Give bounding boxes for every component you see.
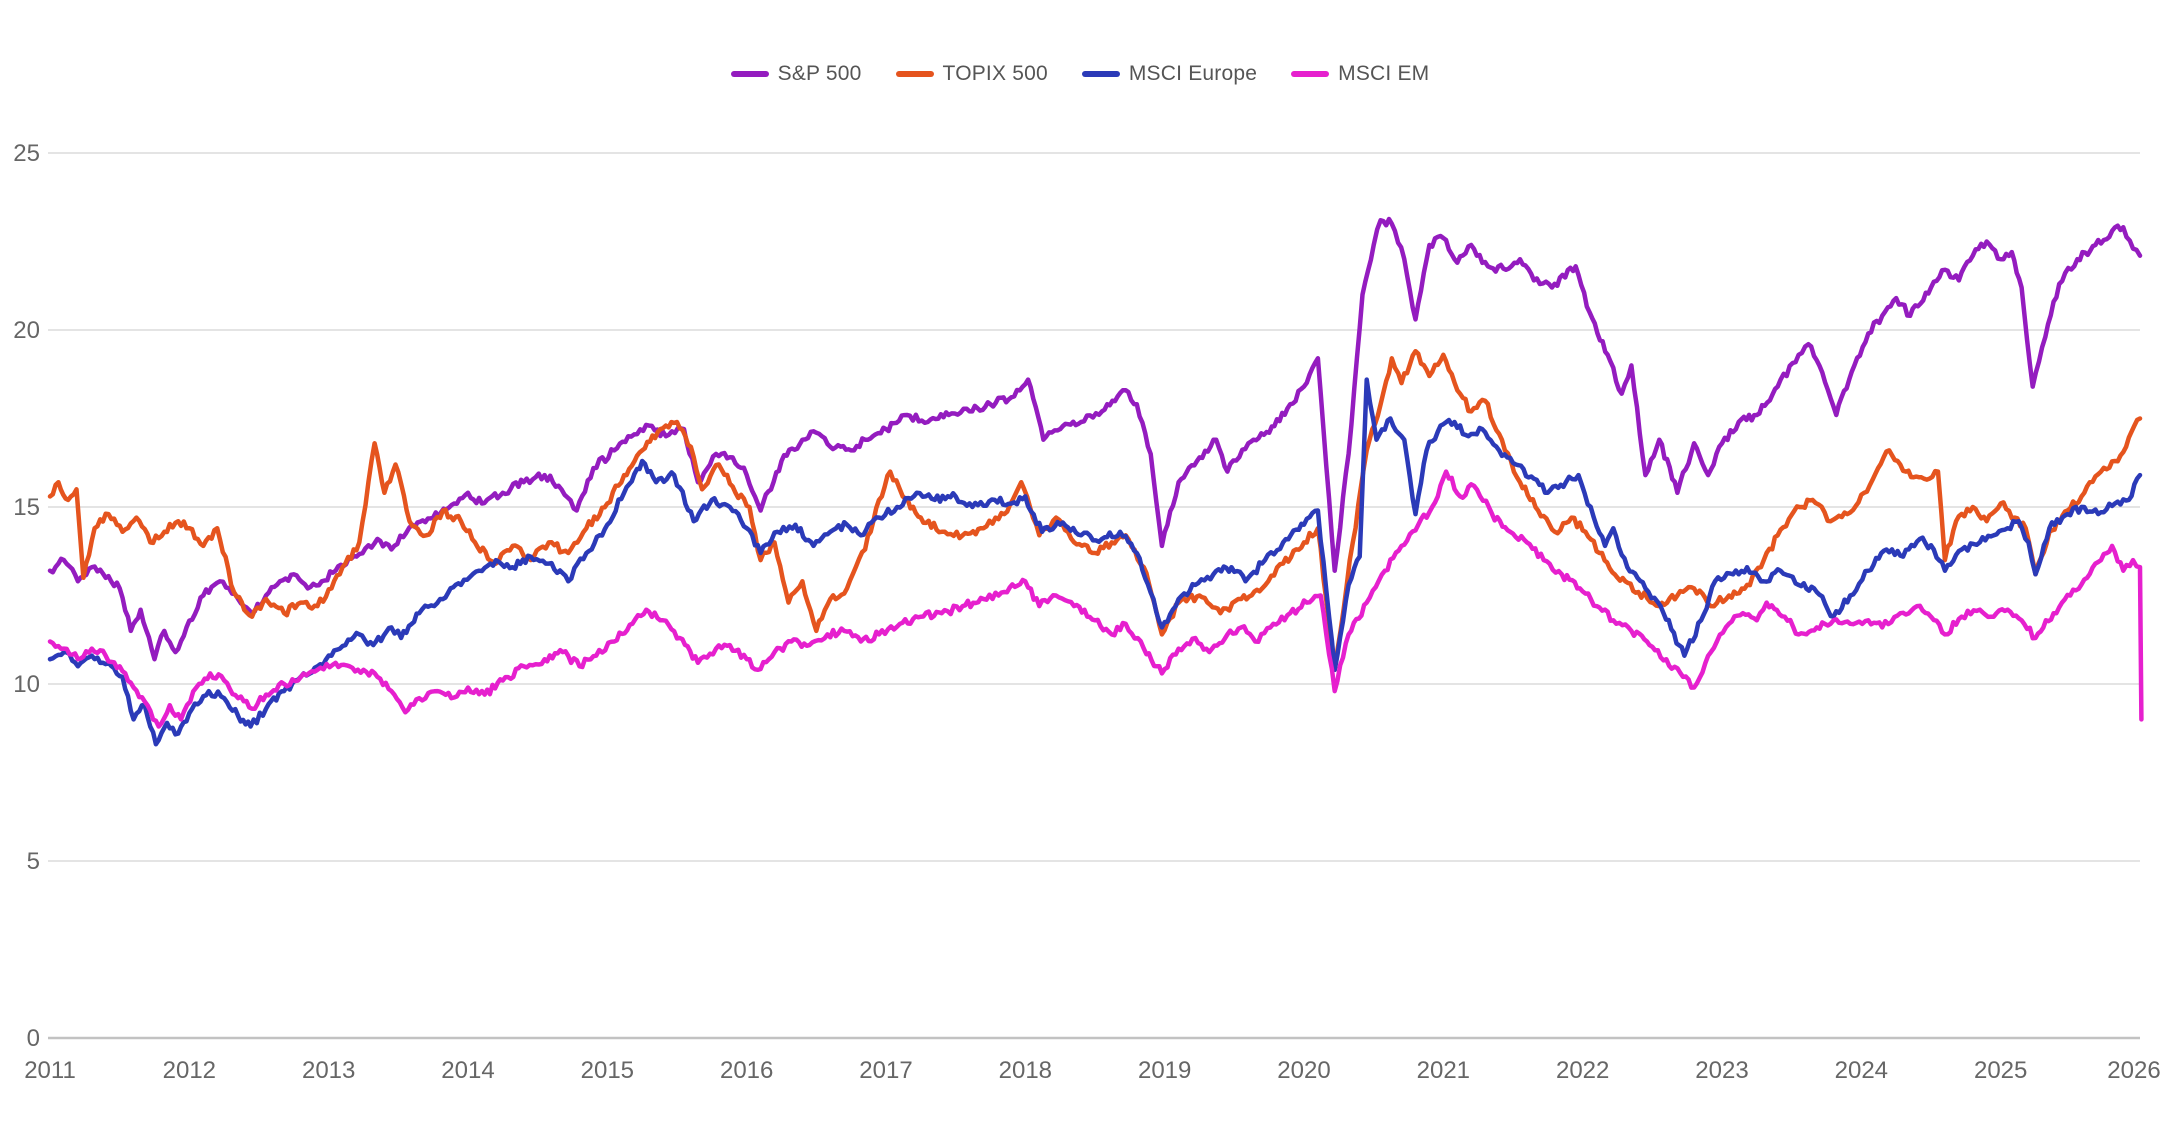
x-tick-label: 2015 bbox=[581, 1057, 634, 1084]
legend-item-msci-em[interactable]: MSCI EM bbox=[1291, 62, 1429, 86]
legend-item-msci-europe[interactable]: MSCI Europe bbox=[1081, 62, 1258, 86]
y-tick-label: 15 bbox=[13, 494, 40, 521]
legend-swatch-sp500-icon bbox=[730, 71, 769, 77]
y-tick-label: 0 bbox=[27, 1025, 40, 1052]
legend-swatch-topix500-icon bbox=[895, 71, 934, 77]
x-tick-label: 2019 bbox=[1138, 1057, 1191, 1084]
legend-label-msci-europe: MSCI Europe bbox=[1128, 62, 1258, 85]
legend-label-msci-em: MSCI EM bbox=[1338, 62, 1430, 85]
legend-label-sp500: S&P 500 bbox=[777, 62, 862, 85]
series-line-sp500 bbox=[47, 216, 2143, 662]
x-tick-label: 2023 bbox=[1695, 1057, 1748, 1084]
x-tick-label: 2012 bbox=[163, 1057, 216, 1084]
x-tick-label: 2016 bbox=[720, 1057, 773, 1084]
x-tick-label: 2024 bbox=[1835, 1057, 1888, 1084]
x-tick-label: 2014 bbox=[441, 1057, 494, 1084]
legend-item-topix500[interactable]: TOPIX 500 bbox=[895, 62, 1048, 86]
chart-legend: S&P 500 TOPIX 500 MSCI Europe MSCI EM bbox=[0, 62, 2160, 86]
y-tick-label: 25 bbox=[13, 140, 40, 167]
x-tick-label: 2021 bbox=[1417, 1057, 1470, 1084]
legend-swatch-msci-em-icon bbox=[1291, 71, 1330, 77]
y-tick-label: 20 bbox=[13, 317, 40, 344]
x-tick-label: 2026 bbox=[2107, 1057, 2160, 1084]
x-tick-label: 2025 bbox=[1974, 1057, 2027, 1084]
x-tick-label: 2022 bbox=[1556, 1057, 1609, 1084]
series-line-msci_europe bbox=[47, 377, 2143, 747]
legend-item-sp500[interactable]: S&P 500 bbox=[730, 62, 862, 86]
legend-swatch-msci-europe-icon bbox=[1081, 71, 1120, 77]
x-tick-label: 2011 bbox=[24, 1057, 76, 1084]
x-tick-label: 2018 bbox=[999, 1057, 1052, 1084]
x-tick-label: 2020 bbox=[1277, 1057, 1330, 1084]
x-tick-label: 2017 bbox=[859, 1057, 912, 1084]
legend-label-topix500: TOPIX 500 bbox=[942, 62, 1048, 85]
series-line-topix500 bbox=[47, 348, 2143, 673]
series-line-msci_em bbox=[47, 469, 2144, 729]
y-tick-label: 5 bbox=[27, 848, 40, 875]
x-tick-label: 2013 bbox=[302, 1057, 355, 1084]
y-tick-label: 10 bbox=[13, 671, 40, 698]
